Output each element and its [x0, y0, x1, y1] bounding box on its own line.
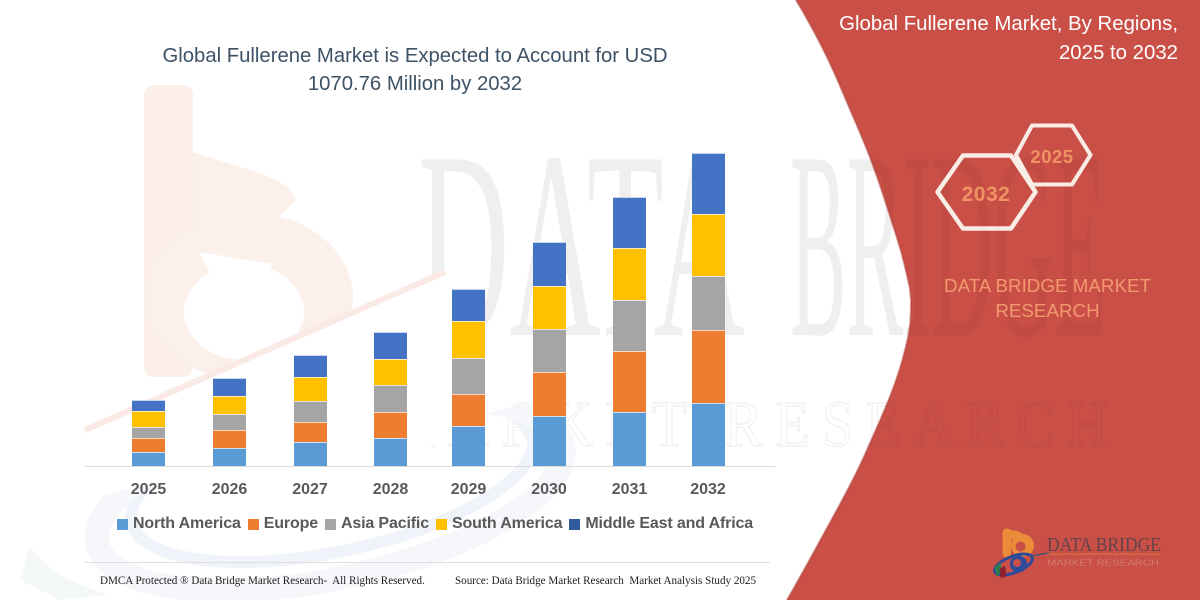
svg-text:2025: 2025 [1030, 146, 1073, 167]
svg-text:MARKET RESEARCH: MARKET RESEARCH [1047, 559, 1159, 568]
svg-text:2032: 2032 [962, 183, 1011, 206]
svg-text:DATA BRIDGE: DATA BRIDGE [1047, 534, 1161, 556]
